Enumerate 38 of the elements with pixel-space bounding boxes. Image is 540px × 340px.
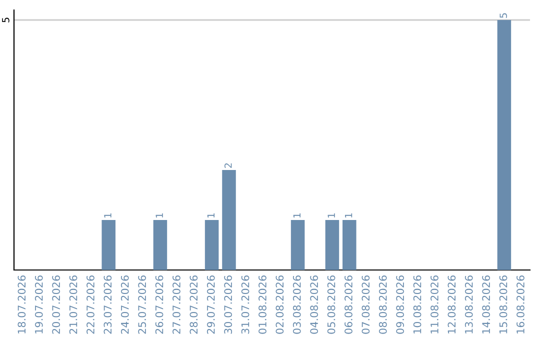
x-tick-label: 22.07.2026: [86, 276, 94, 334]
x-tick-label: 06.08.2026: [344, 276, 352, 334]
x-tick-label: 15.08.2026: [499, 276, 508, 334]
x-tick-label: 12.08.2026: [448, 276, 456, 334]
x-tick-label: 09.08.2026: [396, 276, 404, 334]
x-tick-label: 14.08.2026: [482, 276, 490, 334]
data-label: 1: [344, 213, 352, 218]
data-label: 1: [207, 213, 214, 218]
x-tick-label: 28.07.2026: [190, 276, 198, 334]
x-tick-label: 11.08.2026: [430, 276, 438, 334]
data-label: 1: [328, 213, 335, 218]
x-tick-label: 30.07.2026: [224, 276, 232, 334]
x-tick-label: 01.08.2026: [258, 276, 266, 334]
x-tick-label: 18.07.2026: [18, 276, 26, 334]
x-tick-label: 03.08.2026: [292, 276, 301, 334]
x-tick-label: 23.07.2026: [104, 276, 112, 334]
x-tick-label: 21.07.2026: [69, 276, 78, 334]
x-tick-label: 07.08.2026: [362, 276, 370, 334]
data-label: 1: [104, 213, 112, 218]
x-tick-label: 31.07.2026: [241, 276, 250, 334]
x-tick-label: 19.07.2026: [34, 276, 43, 334]
x-tick-label: 20.07.2026: [52, 276, 60, 334]
x-tick-label: 25.07.2026: [138, 276, 146, 334]
x-tick-label: 27.07.2026: [172, 276, 180, 334]
x-tick-label: 05.08.2026: [327, 276, 336, 334]
x-tick-label: 04.08.2026: [310, 276, 318, 334]
x-tick-label: 13.08.2026: [464, 276, 473, 334]
x-tick-label: 16.08.2026: [516, 276, 524, 334]
x-tick-label: 29.07.2026: [206, 276, 215, 334]
x-tick-label: 24.07.2026: [120, 276, 129, 334]
x-tick-label: 08.08.2026: [378, 276, 387, 334]
data-label: 2: [224, 163, 232, 168]
data-label: 5: [500, 13, 508, 18]
x-tick-label: 02.08.2026: [276, 276, 284, 334]
data-label: 1: [156, 213, 163, 218]
x-tick-label: 10.08.2026: [413, 276, 422, 334]
data-label: 1: [293, 213, 300, 218]
x-tick-label: 26.07.2026: [155, 276, 164, 334]
